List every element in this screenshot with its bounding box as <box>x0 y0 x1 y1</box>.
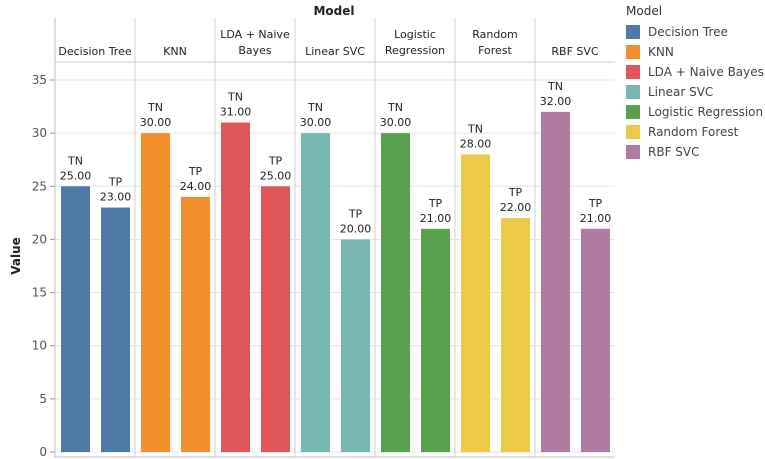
bar-value-label: 32.00 <box>540 95 572 108</box>
legend-label: RBF SVC <box>648 145 700 159</box>
bar <box>381 133 410 452</box>
y-tick-label: 15 <box>32 286 47 300</box>
panel-title: Random <box>472 28 518 41</box>
bar-category-label: TP <box>188 165 203 178</box>
panel-title: Regression <box>385 44 445 57</box>
y-axis-title: Value <box>9 237 23 275</box>
legend-label: Random Forest <box>648 125 739 139</box>
legend-item: Linear SVC <box>626 82 764 102</box>
bar-value-label: 20.00 <box>340 222 372 235</box>
bar <box>141 133 170 452</box>
bar-category-label: TN <box>467 122 483 135</box>
bar-category-label: TP <box>108 176 123 189</box>
panel-title: Forest <box>478 44 512 57</box>
panel-title: LDA + Naive <box>220 28 290 41</box>
bar-category-label: TN <box>67 154 83 167</box>
bar <box>461 154 490 452</box>
bar-category-label: TN <box>307 101 323 114</box>
legend-swatch <box>626 125 640 139</box>
legend-swatch <box>626 105 640 119</box>
legend-title: Model <box>626 4 663 18</box>
bar-value-label: 24.00 <box>180 180 212 193</box>
bar <box>61 186 90 453</box>
legend-item: LDA + Naive Bayes <box>626 62 764 82</box>
bar-value-label: 22.00 <box>500 201 532 214</box>
bar-category-label: TP <box>428 197 443 210</box>
panel-title: Logistic <box>394 28 436 41</box>
bar-value-label: 30.00 <box>300 116 332 129</box>
bar-value-label: 31.00 <box>220 106 252 119</box>
legend-label: Decision Tree <box>648 25 728 39</box>
bar-value-label: 25.00 <box>260 169 292 182</box>
y-tick-label: 10 <box>32 339 47 353</box>
bar <box>101 207 130 452</box>
y-tick-label: 30 <box>32 126 47 140</box>
legend-swatch <box>626 65 640 79</box>
panel-title: Decision Tree <box>58 45 131 58</box>
legend-item: KNN <box>626 42 764 62</box>
bar <box>421 228 450 452</box>
legend-item: Logistic Regression <box>626 102 764 122</box>
legend-item: Random Forest <box>626 122 764 142</box>
panel-title: Bayes <box>238 44 272 57</box>
bar <box>181 196 210 452</box>
bar-category-label: TP <box>348 207 363 220</box>
legend-item: RBF SVC <box>626 142 764 162</box>
bar-category-label: TN <box>387 101 403 114</box>
bar <box>261 186 290 453</box>
bar <box>301 133 330 452</box>
y-tick-label: 35 <box>32 73 47 87</box>
bar-value-label: 25.00 <box>60 169 92 182</box>
bar <box>501 218 530 452</box>
bar-category-label: TN <box>147 101 163 114</box>
bar-category-label: TP <box>268 154 283 167</box>
y-tick-label: 25 <box>32 179 47 193</box>
bar-value-label: 30.00 <box>380 116 412 129</box>
legend: Model Decision Tree KNN LDA + Naive Bayes L… <box>626 4 764 162</box>
bar-value-label: 30.00 <box>140 116 172 129</box>
legend-label: Logistic Regression <box>648 105 764 119</box>
legend-label: LDA + Naive Bayes <box>648 65 764 79</box>
legend-swatch <box>626 45 640 59</box>
bar <box>341 239 370 452</box>
legend-item: Decision Tree <box>626 22 764 42</box>
legend-swatch <box>626 145 640 159</box>
bar-value-label: 21.00 <box>420 212 452 225</box>
legend-swatch <box>626 25 640 39</box>
legend-label: Linear SVC <box>648 85 714 99</box>
bar-category-label: TN <box>227 91 243 104</box>
bar <box>581 228 610 452</box>
bar <box>541 111 570 452</box>
panel-title: RBF SVC <box>551 45 599 58</box>
panel-title: KNN <box>163 45 187 58</box>
y-tick-label: 5 <box>39 392 47 406</box>
bar-category-label: TP <box>508 186 523 199</box>
y-tick-label: 0 <box>39 445 47 459</box>
bar-value-label: 28.00 <box>460 137 492 150</box>
bar <box>221 122 250 452</box>
legend-swatch <box>626 85 640 99</box>
bar-category-label: TP <box>588 197 603 210</box>
legend-label: KNN <box>648 45 674 59</box>
plot-area: 0 5 10 15 20 25 30 35 Decision Tree TN 25.00 TP 23.0… <box>32 18 615 459</box>
y-tick-label: 20 <box>32 232 47 246</box>
legend-items: Decision Tree KNN LDA + Naive Bayes Linear … <box>626 22 764 162</box>
bar-value-label: 23.00 <box>100 191 132 204</box>
bar-category-label: TN <box>547 80 563 93</box>
bar-value-label: 21.00 <box>580 212 612 225</box>
panel-title: Linear SVC <box>305 45 365 58</box>
chart-title: Model <box>313 4 354 18</box>
